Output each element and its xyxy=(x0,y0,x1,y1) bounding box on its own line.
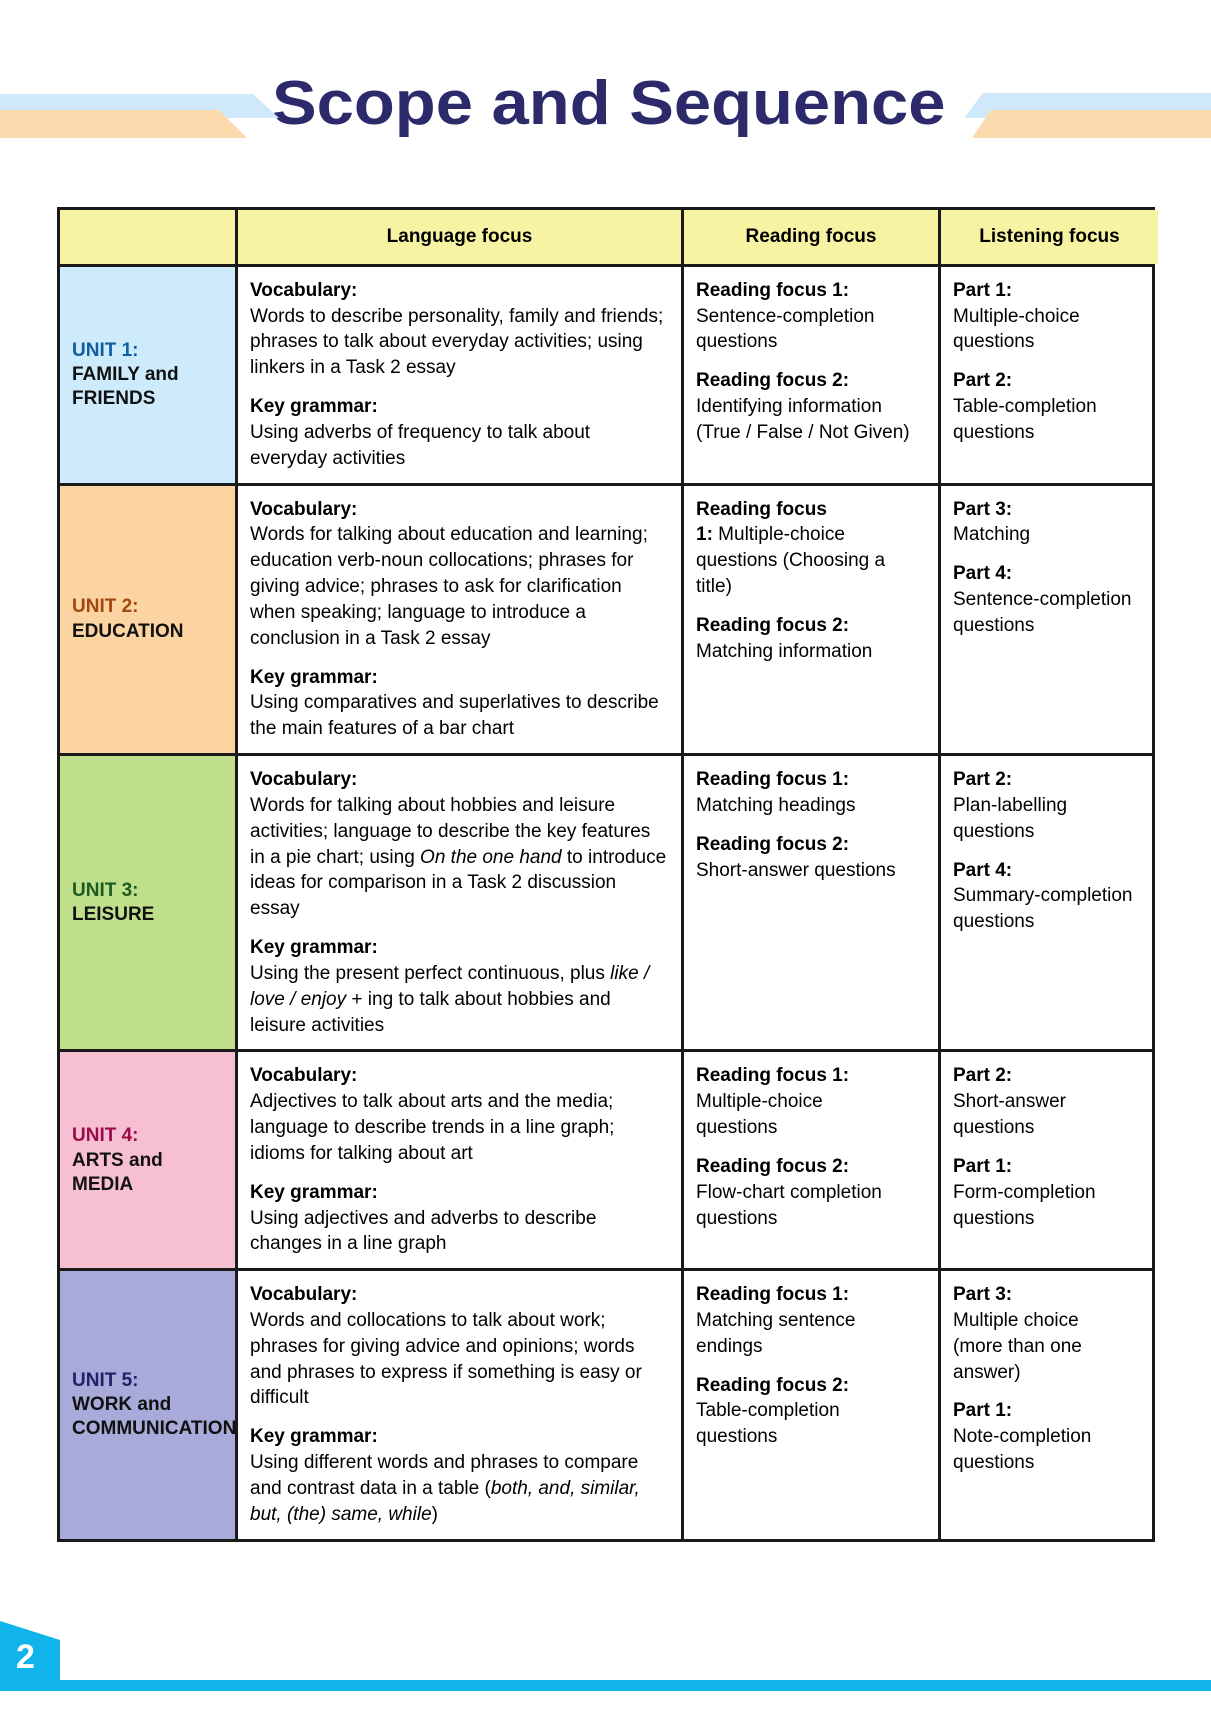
svg-text:2: 2 xyxy=(16,1638,35,1676)
